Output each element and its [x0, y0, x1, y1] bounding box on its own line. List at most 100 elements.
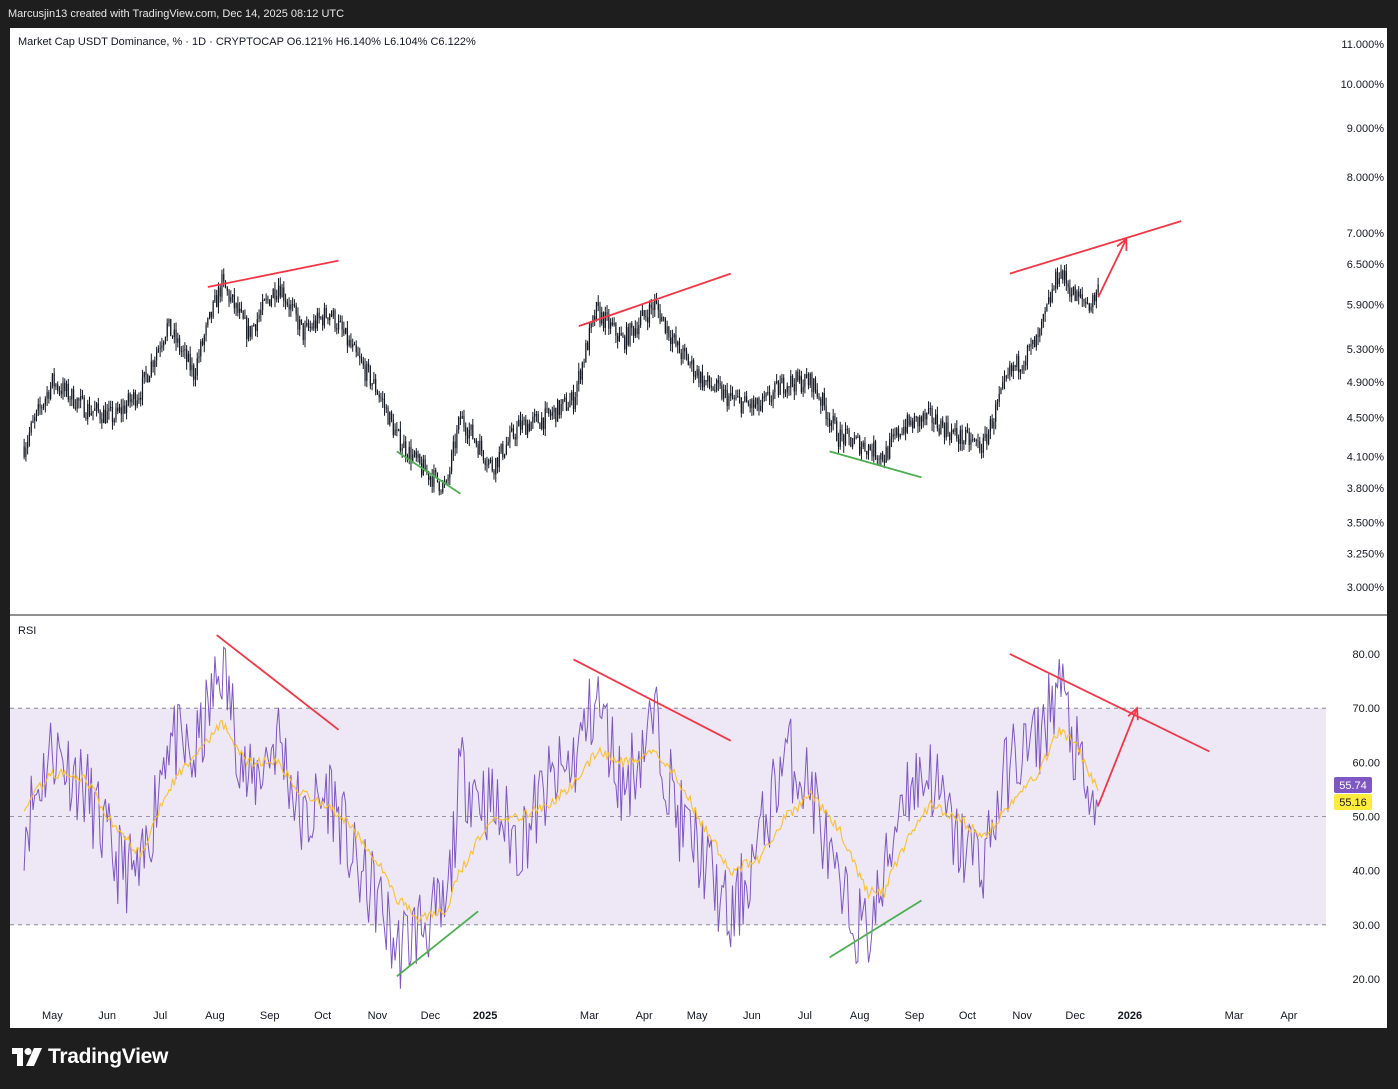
candle-body — [943, 425, 946, 438]
candle-body — [210, 311, 212, 318]
candle-body — [549, 413, 552, 416]
candle-body — [1051, 289, 1053, 303]
candle-body — [281, 287, 283, 298]
candle-body — [935, 414, 937, 424]
candle-body — [991, 419, 993, 429]
candle-body — [618, 333, 621, 342]
candle-body — [355, 344, 357, 353]
candle-body — [609, 322, 612, 329]
time-axis-tick: May — [42, 1010, 63, 1022]
candle-body — [205, 325, 207, 336]
candle-body — [1074, 286, 1076, 302]
candle-body — [498, 451, 500, 468]
candle-body — [625, 327, 628, 350]
candle-body — [698, 369, 700, 384]
time-axis-tick: Oct — [959, 1010, 976, 1022]
candle-body — [493, 470, 495, 475]
chart-area[interactable]: 11.000% 10.000% 9.000% 8.000% 7.000% 6.500% 5.… — [10, 28, 1387, 1028]
candle-body — [249, 326, 251, 337]
candle-body — [1023, 365, 1025, 370]
candle-body — [297, 314, 299, 330]
candle-body — [675, 334, 677, 346]
candle-body — [260, 309, 262, 316]
candle-body — [92, 410, 94, 413]
candle-body — [83, 397, 85, 418]
candle-body — [599, 305, 601, 324]
candle-body — [438, 481, 440, 492]
candle-body — [544, 408, 546, 430]
candle-body — [242, 311, 244, 319]
candle-body — [673, 334, 675, 338]
candle-body — [1055, 271, 1057, 289]
candle-body — [772, 392, 774, 401]
candle-body — [744, 396, 746, 402]
candle-body — [1025, 361, 1027, 366]
candle-body — [746, 396, 748, 403]
candle-body — [984, 433, 986, 438]
candle-body — [749, 403, 751, 409]
candle-body — [463, 416, 465, 428]
candle-body — [671, 337, 674, 345]
candle-body — [768, 391, 771, 401]
candle-body — [150, 361, 152, 377]
candle-body — [820, 399, 822, 406]
candle-body — [516, 426, 518, 440]
chart-svg[interactable]: 11.000% 10.000% 9.000% 8.000% 7.000% 6.500% 5.… — [10, 28, 1387, 1028]
candle-body — [410, 446, 412, 463]
candle-body — [680, 353, 682, 360]
candle-body — [1053, 288, 1055, 290]
candle-body — [313, 320, 315, 329]
candle-body — [1021, 369, 1023, 371]
rsi-axis-tick: 60.00 — [1352, 757, 1380, 769]
candle-body — [376, 391, 379, 395]
candle-body — [882, 453, 884, 460]
candle-body — [972, 439, 974, 441]
time-axis-tick: May — [687, 1010, 708, 1022]
price-axis-tick: 5.900% — [1347, 299, 1385, 311]
candle-body — [269, 299, 271, 306]
candle-body — [164, 337, 167, 343]
candle-body — [864, 442, 866, 452]
candle-body — [171, 336, 174, 338]
candle-body — [717, 380, 719, 384]
candle-body — [502, 443, 504, 458]
candle-body — [175, 329, 177, 343]
candle-body — [1079, 294, 1082, 297]
rsi-trendline — [396, 910, 479, 977]
candle-body — [957, 438, 960, 444]
candle-body — [320, 317, 322, 319]
ma-value-text: 55.16 — [1339, 797, 1367, 809]
time-axis-tick: 2026 — [1118, 1010, 1142, 1022]
candle-body — [292, 304, 294, 306]
candle-body — [631, 323, 633, 328]
candle-body — [50, 385, 52, 399]
candle-body — [723, 389, 725, 399]
candle-body — [786, 386, 788, 393]
rsi-trendline — [573, 658, 732, 742]
candle-body — [277, 285, 280, 297]
candle-body — [1085, 301, 1087, 304]
candle-body — [436, 472, 439, 482]
candle-body — [445, 480, 447, 483]
candle-body — [189, 353, 191, 371]
candle-body — [267, 298, 269, 300]
candle-body — [950, 430, 953, 441]
candle-body — [336, 328, 338, 330]
candle-body — [860, 446, 863, 454]
candle-body — [910, 420, 912, 425]
candle-body — [203, 335, 205, 345]
candle-body — [72, 389, 75, 408]
candle-body — [684, 347, 686, 352]
tradingview-logo[interactable]: TradingView — [12, 1045, 168, 1069]
candle-body — [78, 398, 80, 401]
candle-body — [207, 318, 209, 326]
candle-body — [691, 360, 693, 365]
candle-body — [173, 329, 175, 338]
candle-body — [592, 316, 594, 324]
candle-body — [548, 408, 550, 414]
candle-body — [627, 327, 629, 345]
candle-body — [908, 415, 910, 425]
candle-body — [371, 383, 373, 386]
rsi-axis-tick: 20.00 — [1352, 974, 1380, 986]
candle-body — [209, 311, 211, 319]
